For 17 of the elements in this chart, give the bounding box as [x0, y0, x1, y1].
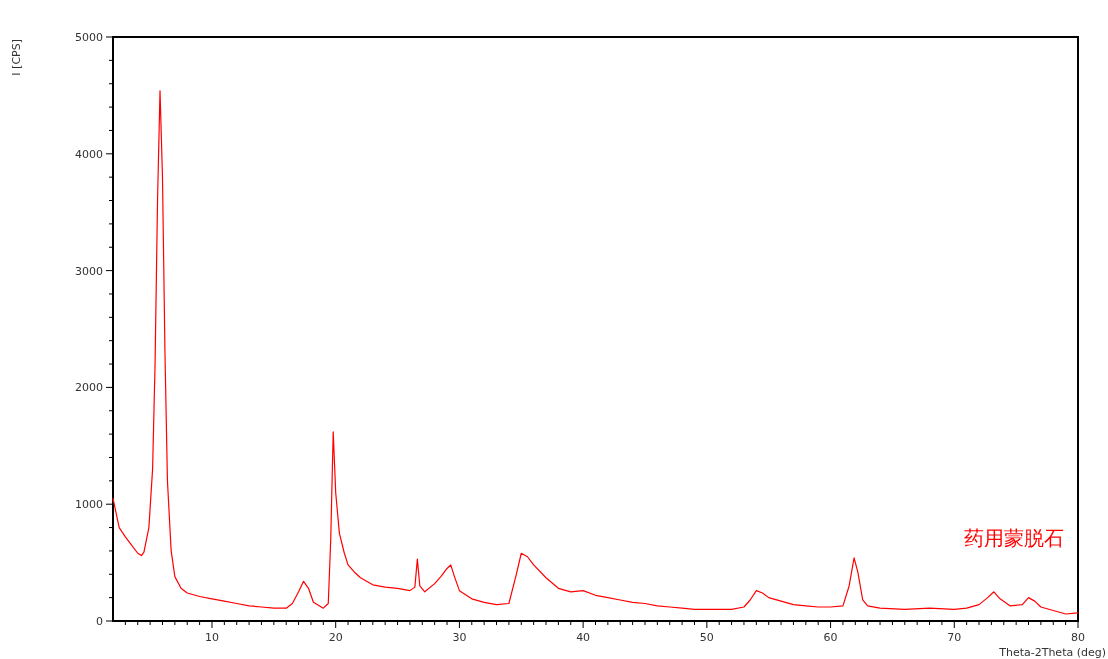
y-axis-title: I [CPS] — [10, 39, 23, 76]
annotation: 药用蒙脱石 — [964, 526, 1064, 550]
y-tick-label: 5000 — [75, 31, 103, 44]
x-tick-label: 10 — [204, 631, 219, 644]
y-tick-label: 2000 — [75, 381, 103, 395]
y-tick-label: 4000 — [75, 147, 103, 161]
y-tick-label: 0 — [96, 615, 103, 628]
y-tick-label: 1000 — [75, 498, 103, 512]
x-tick-label: 60 — [823, 631, 838, 644]
x-tick-label: 20 — [328, 631, 343, 644]
x-tick-label: 80 — [1071, 631, 1085, 644]
x-tick-label: 30 — [452, 631, 467, 644]
x-tick-label: 40 — [576, 631, 591, 644]
x-tick-label: 70 — [947, 631, 962, 644]
x-axis-title: Theta-2Theta (deg) — [998, 646, 1106, 659]
x-tick-label: 50 — [699, 631, 714, 644]
y-tick-label: 3000 — [75, 264, 103, 278]
